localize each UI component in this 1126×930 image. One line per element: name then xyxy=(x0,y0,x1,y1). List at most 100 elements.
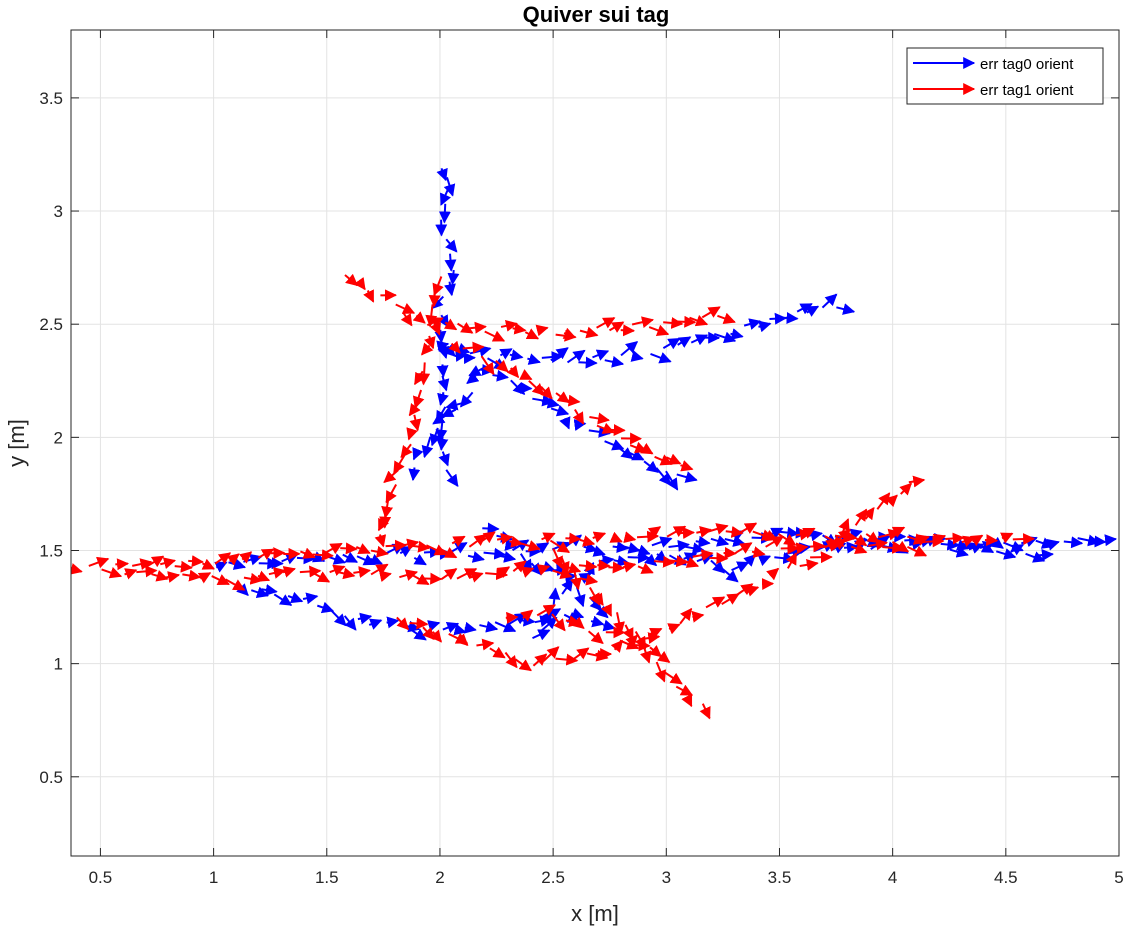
quiver-arrow xyxy=(447,269,460,286)
quiver-arrow xyxy=(484,330,506,342)
quiver-arrow xyxy=(709,552,729,565)
quiver-arrow xyxy=(299,565,322,578)
quiver-arrow xyxy=(619,638,640,650)
quiver-arrow xyxy=(680,527,695,540)
quiver-arrow xyxy=(701,306,721,319)
quiver-arrow xyxy=(440,188,451,206)
quiver-arrow xyxy=(299,547,316,559)
quiver-arrow xyxy=(374,534,387,548)
quiver-arrow xyxy=(699,703,711,720)
quiver-arrow xyxy=(640,442,654,455)
quiver-arrow xyxy=(677,336,692,348)
quiver-arrow xyxy=(393,455,406,474)
quiver-arrow xyxy=(379,511,392,529)
quiver-arrow xyxy=(329,564,346,576)
quiver-arrow xyxy=(592,349,610,361)
quiver-arrow xyxy=(551,613,566,632)
quiver-arrow xyxy=(436,364,449,378)
quiver-arrow xyxy=(995,548,1017,560)
quiver-arrow xyxy=(899,482,912,496)
quiver-arrow xyxy=(751,546,766,558)
quiver-arrow xyxy=(342,551,358,563)
quiver-arrow xyxy=(424,572,443,585)
quiver-arrow xyxy=(165,571,181,583)
quiver-arrow xyxy=(610,639,624,653)
quiver-arrow xyxy=(421,342,434,356)
quiver-arrow xyxy=(592,531,607,543)
quiver-arrow xyxy=(628,449,645,461)
quiver-arrow xyxy=(1092,535,1107,548)
quiver-arrow xyxy=(483,547,507,560)
quiver-arrow xyxy=(410,573,430,586)
quiver-arrow xyxy=(489,646,506,659)
quiver-arrow xyxy=(620,324,636,337)
quiver-arrow xyxy=(124,568,138,580)
quiver-arrow xyxy=(766,567,780,581)
quiver-arrow xyxy=(418,362,431,386)
quiver-arrow xyxy=(785,552,798,569)
quiver-arrow xyxy=(225,578,246,591)
quiver-arrow xyxy=(566,349,586,364)
quiver-arrow xyxy=(509,349,524,361)
x-tick-label: 2.5 xyxy=(541,868,565,887)
quiver-arrow xyxy=(681,693,693,708)
quiver-arrow xyxy=(805,305,820,317)
quiver-arrow xyxy=(637,562,654,574)
quiver-arrow xyxy=(398,538,420,551)
quiver-arrow xyxy=(527,353,541,365)
quiver-arrow xyxy=(353,277,366,291)
quiver-arrow xyxy=(565,532,582,545)
quiver-arrow xyxy=(312,549,334,562)
quiver-arrow xyxy=(850,542,868,555)
quiver-arrow xyxy=(400,443,413,459)
quiver-arrow xyxy=(579,535,596,547)
quiver-arrow xyxy=(536,564,551,576)
quiver-arrow xyxy=(396,616,410,631)
quiver-arrow xyxy=(675,684,694,696)
quiver-arrow xyxy=(769,312,787,325)
quiver-arrow xyxy=(188,555,204,568)
quiver-arrow xyxy=(443,176,456,197)
quiver-arrow xyxy=(622,624,634,641)
quiver-arrow xyxy=(453,623,467,636)
quiver-arrow xyxy=(1104,534,1118,547)
x-axis-label: x [m] xyxy=(571,901,619,926)
quiver-arrow xyxy=(469,571,484,583)
quiver-arrow xyxy=(737,522,758,535)
quiver-arrow xyxy=(810,540,826,553)
quiver-arrow xyxy=(550,347,569,362)
quiver-arrow xyxy=(400,312,413,327)
quiver-arrow xyxy=(630,350,644,362)
quiver-arrow xyxy=(445,238,458,253)
quiver-arrow xyxy=(666,525,687,538)
quiver-arrow xyxy=(579,326,599,339)
quiver-arrow xyxy=(363,289,375,303)
quiver-arrow xyxy=(432,276,444,297)
quiver-arrow xyxy=(573,419,587,431)
quiver-arrow xyxy=(395,303,416,314)
quiver-arrow xyxy=(310,570,331,583)
quiver-arrow xyxy=(635,639,651,652)
quiver-arrow xyxy=(665,555,689,568)
quiver-arrow xyxy=(1046,539,1060,551)
quiver-arrow xyxy=(524,328,540,340)
quiver-arrow xyxy=(969,534,984,547)
quiver-arrow xyxy=(411,540,431,553)
quiver-arrow xyxy=(690,334,709,346)
quiver-arrow xyxy=(414,370,426,386)
quiver-arrow xyxy=(743,318,762,330)
quiver-arrow xyxy=(796,303,813,315)
quiver-arrow xyxy=(799,558,819,571)
quiver-arrow xyxy=(885,494,898,508)
quiver-arrow xyxy=(550,404,570,417)
quiver-arrow xyxy=(355,543,371,555)
quiver-arrow xyxy=(456,567,478,580)
series-1 xyxy=(71,273,1036,720)
quiver-arrow xyxy=(555,653,579,666)
quiver-arrow xyxy=(182,569,202,582)
quiver-arrow xyxy=(602,619,616,632)
x-tick-label: 4 xyxy=(888,868,897,887)
quiver-arrow xyxy=(765,535,785,548)
quiver-arrow xyxy=(273,593,293,606)
